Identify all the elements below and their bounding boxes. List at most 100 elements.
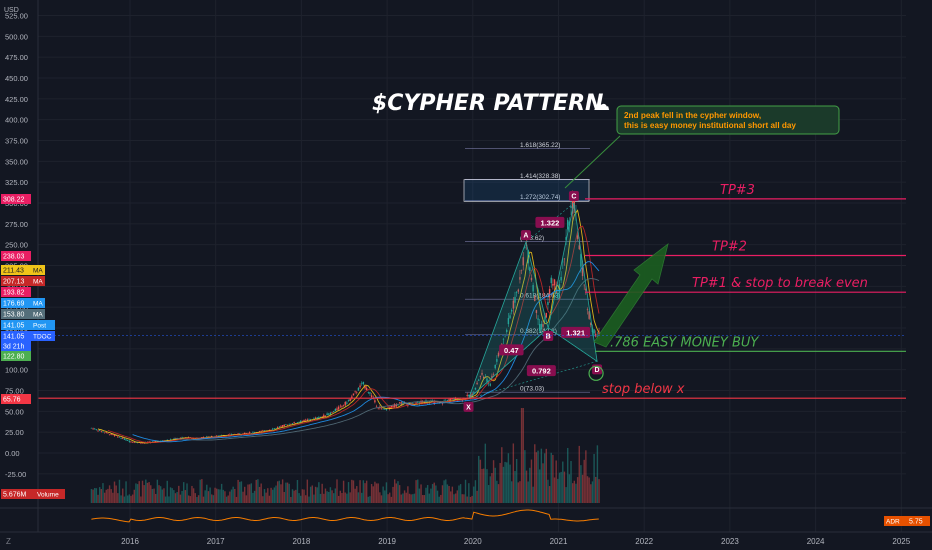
pattern-point-label: C bbox=[571, 194, 576, 201]
volume-bar bbox=[136, 484, 139, 503]
volume-bar bbox=[573, 480, 576, 503]
candle-body bbox=[433, 401, 435, 405]
volume-bar bbox=[408, 493, 411, 503]
candle-body bbox=[560, 276, 562, 281]
volume-bar bbox=[240, 481, 243, 503]
price-tag-label: MA bbox=[33, 301, 43, 308]
price-tag-value: 211.43 bbox=[3, 268, 24, 275]
candle-body bbox=[469, 394, 472, 398]
volume-bar bbox=[402, 493, 404, 503]
candle-body bbox=[97, 430, 99, 432]
candle-body bbox=[418, 402, 421, 404]
volume-bar bbox=[478, 455, 480, 503]
volume-bar bbox=[435, 485, 437, 503]
candle-body bbox=[481, 372, 483, 375]
candle-body bbox=[448, 399, 450, 402]
volume-bar bbox=[319, 493, 322, 503]
volume-bar bbox=[333, 493, 335, 503]
volume-bar bbox=[410, 494, 412, 503]
y-tick-label: 50.00 bbox=[5, 407, 24, 416]
volume-bar bbox=[413, 493, 416, 503]
volume-bar bbox=[296, 479, 299, 503]
volume-bar bbox=[130, 495, 132, 503]
adr-indicator: ADR 5.75 bbox=[91, 509, 930, 526]
volume-bar bbox=[374, 481, 376, 503]
price-tag-value: 65.76 bbox=[3, 397, 21, 404]
price-tag-value: 238.03 bbox=[3, 254, 25, 261]
candle-body bbox=[308, 418, 310, 420]
candle-body bbox=[542, 324, 544, 327]
candle-body bbox=[206, 436, 208, 438]
volume-bar bbox=[290, 496, 292, 503]
volume-bar bbox=[306, 479, 309, 503]
volume-bar bbox=[415, 480, 417, 503]
volume-bar bbox=[235, 496, 238, 503]
volume-bar bbox=[280, 484, 282, 503]
candle-body bbox=[510, 309, 513, 312]
volume-bar bbox=[398, 485, 401, 503]
volume-bar bbox=[285, 482, 287, 503]
volume-bar bbox=[334, 488, 337, 503]
volume-bar bbox=[229, 491, 231, 503]
y-tick-label: -25.00 bbox=[5, 470, 26, 479]
candle-body bbox=[512, 300, 515, 309]
candle-body bbox=[161, 440, 164, 442]
volume-bar bbox=[311, 485, 313, 503]
price-tag-label: MA bbox=[33, 312, 43, 319]
price-tag-label-bg bbox=[31, 265, 45, 275]
volume-bar bbox=[120, 495, 122, 503]
candle-body bbox=[515, 292, 518, 294]
candle-body bbox=[318, 417, 320, 419]
volume-bar bbox=[451, 486, 454, 503]
candle-body bbox=[530, 277, 533, 281]
candle-body bbox=[375, 406, 378, 408]
volume-bar bbox=[118, 479, 121, 503]
volume-tag-label: Volume bbox=[37, 492, 59, 499]
volume-bar bbox=[389, 492, 391, 503]
x-tick-label: 2021 bbox=[550, 537, 568, 546]
candle-body bbox=[565, 237, 567, 240]
candle-body bbox=[522, 257, 524, 266]
volume-bar bbox=[267, 488, 269, 503]
candle-body bbox=[272, 428, 274, 430]
candle-body bbox=[593, 329, 595, 334]
candle-body bbox=[222, 435, 224, 437]
y-tick-label: 450.00 bbox=[5, 74, 28, 83]
volume-bar bbox=[265, 492, 267, 503]
candle-body bbox=[329, 412, 332, 415]
ratio-badge bbox=[561, 326, 591, 338]
price-tag-bg bbox=[1, 276, 31, 286]
volume-bar bbox=[553, 477, 556, 503]
candle-body bbox=[260, 430, 262, 432]
candle-body bbox=[291, 423, 294, 425]
volume-bar bbox=[244, 486, 246, 503]
volume-bar bbox=[207, 491, 210, 503]
volume-bar bbox=[222, 489, 224, 503]
candle-body bbox=[361, 383, 363, 385]
candle-body bbox=[179, 437, 182, 439]
volume-bar bbox=[431, 484, 434, 503]
candle-body bbox=[580, 254, 582, 267]
candle-body bbox=[126, 439, 129, 441]
volume-bar bbox=[370, 484, 373, 503]
candle-body bbox=[293, 422, 295, 423]
volume-bar bbox=[468, 483, 470, 503]
volume-bar bbox=[273, 487, 276, 503]
volume-bar bbox=[138, 481, 140, 503]
volume-bar bbox=[514, 471, 516, 503]
volume-bar bbox=[126, 495, 129, 503]
volume-bar bbox=[547, 479, 549, 503]
price-tag-bg bbox=[1, 298, 31, 308]
candle-body bbox=[576, 235, 579, 239]
candle-body bbox=[496, 359, 498, 362]
volume-bar bbox=[300, 495, 302, 503]
volume-bar bbox=[456, 490, 459, 503]
price-tag-bg bbox=[1, 287, 31, 297]
volume-bar bbox=[486, 469, 488, 503]
ma-line-medium bbox=[107, 225, 600, 444]
candle-body bbox=[552, 284, 554, 286]
candle-body bbox=[258, 431, 261, 433]
volume-bar bbox=[560, 471, 562, 503]
candle-body bbox=[374, 400, 376, 403]
pattern-point-badge bbox=[568, 191, 579, 202]
